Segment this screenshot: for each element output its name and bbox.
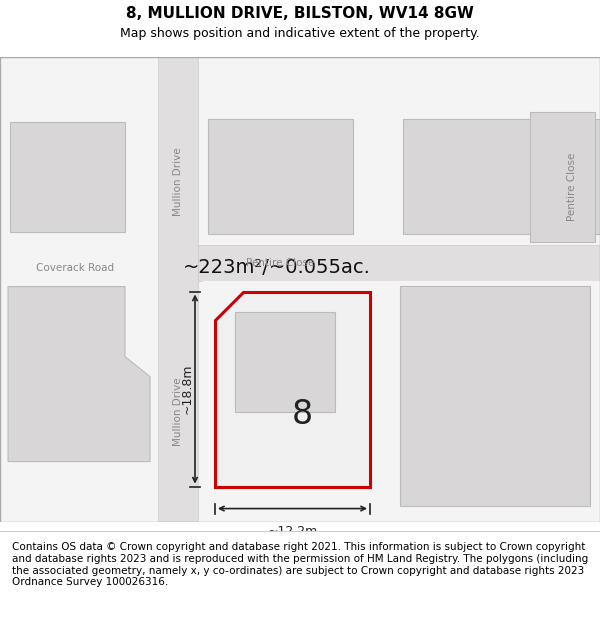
- FancyBboxPatch shape: [208, 119, 353, 234]
- Text: Mullion Drive: Mullion Drive: [173, 148, 183, 216]
- Text: Mullion Drive: Mullion Drive: [173, 378, 183, 446]
- FancyBboxPatch shape: [235, 311, 335, 411]
- Text: ~18.8m: ~18.8m: [181, 364, 193, 414]
- Polygon shape: [0, 56, 158, 136]
- Text: 8, MULLION DRIVE, BILSTON, WV14 8GW: 8, MULLION DRIVE, BILSTON, WV14 8GW: [126, 6, 474, 21]
- FancyBboxPatch shape: [0, 116, 120, 236]
- Text: ~12.2m: ~12.2m: [268, 524, 317, 538]
- FancyBboxPatch shape: [158, 56, 198, 521]
- Text: Pentire Close: Pentire Close: [567, 152, 577, 221]
- FancyBboxPatch shape: [400, 286, 590, 506]
- FancyBboxPatch shape: [403, 119, 600, 234]
- Polygon shape: [8, 286, 150, 461]
- Text: ~223m²/~0.055ac.: ~223m²/~0.055ac.: [183, 258, 371, 277]
- FancyBboxPatch shape: [203, 281, 600, 521]
- Polygon shape: [215, 291, 370, 486]
- Polygon shape: [0, 281, 155, 476]
- Text: Contains OS data © Crown copyright and database right 2021. This information is : Contains OS data © Crown copyright and d…: [12, 542, 588, 588]
- Polygon shape: [530, 111, 595, 241]
- FancyBboxPatch shape: [203, 111, 600, 241]
- Text: 8: 8: [292, 398, 313, 431]
- Text: Map shows position and indicative extent of the property.: Map shows position and indicative extent…: [120, 28, 480, 40]
- Polygon shape: [10, 121, 125, 231]
- Text: Coverack Road: Coverack Road: [36, 262, 114, 272]
- Text: Pentire Close: Pentire Close: [246, 258, 314, 268]
- FancyBboxPatch shape: [0, 56, 600, 521]
- FancyBboxPatch shape: [198, 244, 600, 281]
